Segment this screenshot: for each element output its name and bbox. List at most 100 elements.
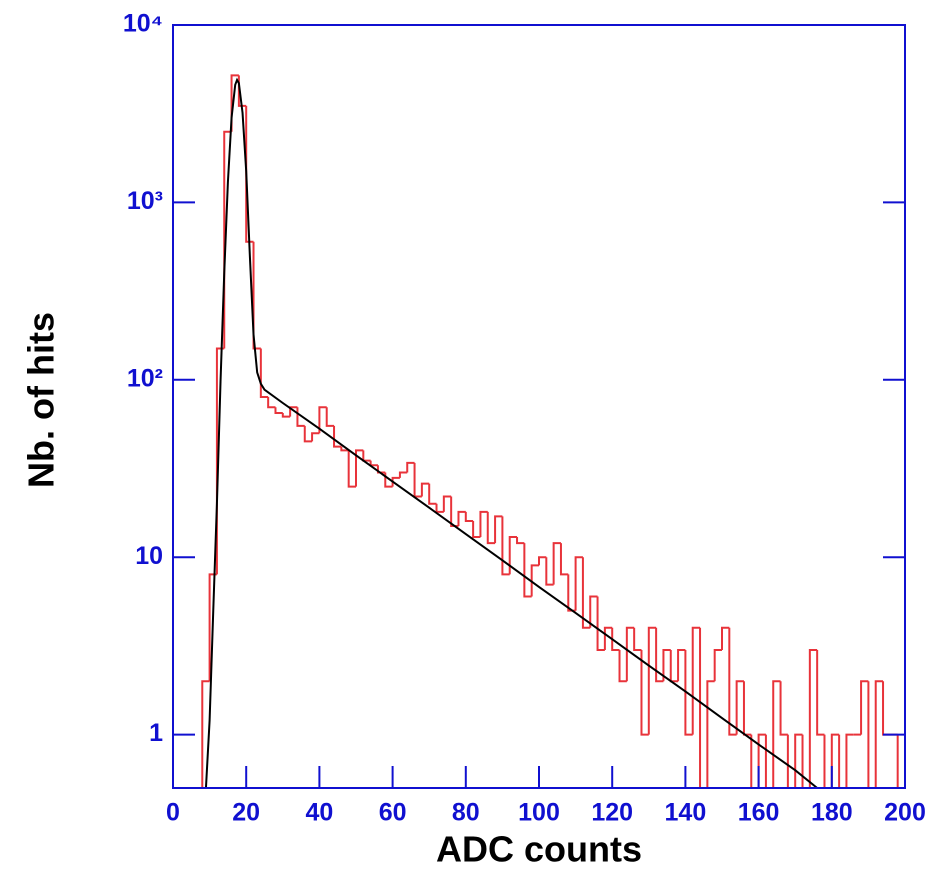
histogram-bin bbox=[303, 425, 313, 443]
x-tick-label: 140 bbox=[665, 799, 707, 827]
histogram-bin bbox=[479, 510, 488, 537]
y-tick-label: 10⁴ bbox=[123, 10, 163, 38]
histogram-bin bbox=[472, 520, 481, 538]
histogram-bin bbox=[552, 542, 561, 585]
x-tick-label: 40 bbox=[305, 799, 333, 827]
histogram-bin bbox=[845, 733, 854, 788]
histogram-bin bbox=[318, 406, 327, 434]
histogram-bin bbox=[838, 734, 841, 788]
histogram-bin bbox=[450, 496, 459, 527]
histogram-bin bbox=[252, 241, 261, 350]
x-tick-label: 0 bbox=[166, 799, 180, 827]
histogram-bin bbox=[435, 503, 444, 513]
histogram-bin bbox=[691, 626, 701, 735]
y-axis-title: Nb. of hits bbox=[21, 312, 62, 488]
histogram-bin bbox=[721, 626, 730, 650]
histogram-bin bbox=[677, 648, 686, 682]
histogram-bin bbox=[794, 733, 803, 788]
y-tick-label: 10³ bbox=[127, 187, 163, 215]
histogram-bin bbox=[750, 734, 753, 788]
histogram-bin bbox=[684, 649, 693, 736]
histogram-bin bbox=[830, 733, 840, 788]
x-tick-label: 160 bbox=[738, 799, 780, 827]
histogram-bin bbox=[764, 734, 767, 788]
histogram-bin bbox=[896, 734, 899, 788]
histogram-bin bbox=[457, 510, 466, 526]
histogram-bin bbox=[267, 396, 276, 409]
histogram-bin bbox=[340, 446, 349, 452]
histogram-bin bbox=[742, 681, 752, 736]
histogram-bin bbox=[640, 649, 649, 736]
histogram-bin bbox=[325, 407, 335, 427]
histogram-bin bbox=[274, 407, 283, 414]
histogram-bin bbox=[823, 734, 826, 788]
x-tick-label: 60 bbox=[379, 799, 407, 827]
x-tick-label: 80 bbox=[452, 799, 480, 827]
histogram-bin bbox=[201, 680, 210, 788]
x-tick-label: 20 bbox=[232, 799, 260, 827]
x-tick-label: 180 bbox=[811, 799, 853, 827]
histogram-bin bbox=[801, 734, 804, 788]
plot-area bbox=[201, 74, 899, 788]
plot-frame bbox=[172, 24, 906, 789]
histogram-bin bbox=[867, 681, 870, 788]
histogram-bin bbox=[406, 461, 415, 473]
histogram-bin bbox=[545, 557, 554, 586]
histogram-bin bbox=[808, 648, 818, 788]
histogram-bin bbox=[633, 627, 642, 651]
histogram-bin bbox=[428, 483, 437, 505]
histogram-bin bbox=[347, 450, 356, 488]
histogram-bin bbox=[706, 680, 715, 788]
histogram-bin bbox=[538, 556, 547, 566]
histogram-bin bbox=[311, 432, 320, 442]
histogram-bin bbox=[589, 595, 598, 628]
histogram-bin bbox=[574, 556, 583, 611]
histogram-bin bbox=[655, 627, 664, 683]
y-tick-label: 10² bbox=[127, 364, 163, 392]
histogram-bin bbox=[757, 733, 766, 788]
x-tick-label: 200 bbox=[884, 799, 926, 827]
histogram-bin bbox=[376, 465, 386, 474]
histogram-bin bbox=[486, 511, 496, 545]
y-tick-label: 10 bbox=[135, 542, 163, 570]
x-tick-label: 100 bbox=[518, 799, 560, 827]
histogram-bin bbox=[596, 596, 605, 651]
histogram-bin bbox=[647, 626, 657, 735]
histogram-bin bbox=[559, 543, 569, 576]
fit-line bbox=[204, 77, 818, 788]
histogram-bin bbox=[669, 649, 679, 683]
histogram-bin bbox=[501, 516, 510, 576]
histogram-bin bbox=[523, 543, 532, 598]
histogram-bin bbox=[355, 449, 364, 487]
histogram-bin bbox=[369, 460, 378, 467]
histogram-bin bbox=[874, 680, 884, 788]
histogram-bin bbox=[618, 649, 627, 683]
histogram-bin bbox=[625, 626, 635, 682]
histogram-bin bbox=[333, 425, 342, 448]
histogram-bin bbox=[603, 626, 613, 650]
histogram-bin bbox=[772, 680, 781, 788]
histogram-bin bbox=[259, 348, 269, 398]
histogram-bin bbox=[413, 462, 422, 498]
histogram-bin bbox=[567, 574, 576, 612]
histogram-bin bbox=[530, 564, 539, 597]
histogram-bin bbox=[611, 627, 620, 651]
histogram-bin bbox=[713, 648, 722, 682]
histogram-bin bbox=[779, 681, 788, 736]
histogram-bin bbox=[516, 536, 525, 545]
histogram-bin bbox=[420, 482, 430, 497]
histogram-bin bbox=[281, 412, 291, 418]
histogram-bin bbox=[816, 649, 825, 736]
histogram-bin bbox=[391, 476, 400, 487]
x-axis-title: ADC counts bbox=[436, 829, 642, 870]
histogram-bin bbox=[882, 681, 891, 736]
histogram-bin bbox=[728, 627, 737, 736]
histogram-bin bbox=[464, 511, 474, 522]
histogram-bin bbox=[786, 734, 789, 788]
histogram-bin bbox=[581, 557, 591, 629]
histogram-bin bbox=[494, 515, 503, 544]
histogram-bin bbox=[735, 680, 744, 735]
histogram-bin bbox=[860, 680, 869, 735]
